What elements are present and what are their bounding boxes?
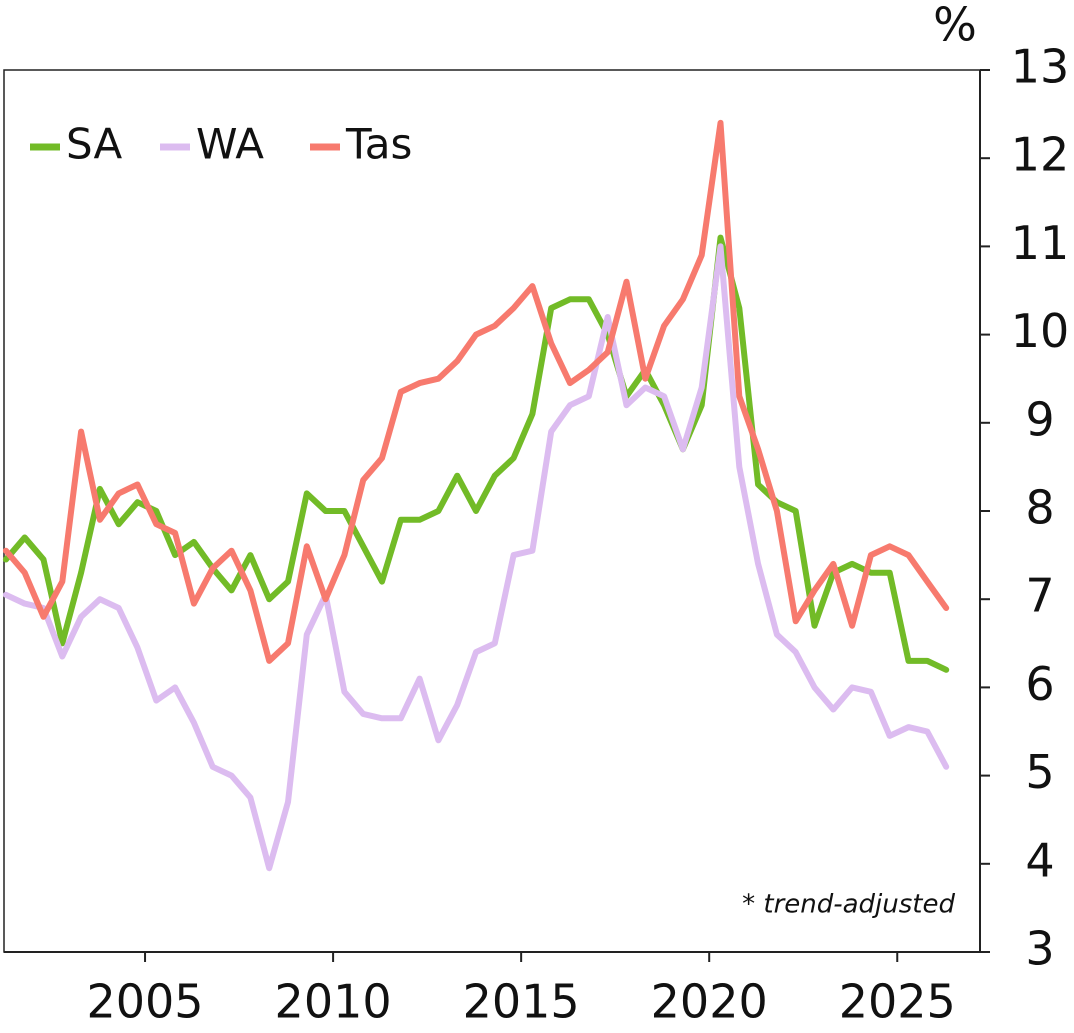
y-tick-label: 13	[1011, 40, 1070, 94]
y-tick-label: 9	[1025, 392, 1054, 446]
y-tick-label: 8	[1025, 481, 1054, 535]
y-tick-label: 7	[1025, 569, 1054, 623]
legend-label: Tas	[345, 120, 412, 169]
x-tick-label: 2025	[839, 975, 956, 1029]
y-axis-unit: %	[933, 0, 977, 52]
legend-label: SA	[66, 120, 122, 169]
x-tick-label: 2010	[275, 975, 392, 1029]
y-tick-label: 12	[1011, 128, 1070, 182]
y-tick-label: 5	[1025, 745, 1054, 799]
x-tick-label: 2015	[463, 975, 580, 1029]
y-tick-label: 3	[1025, 922, 1054, 976]
x-tick-label: 2005	[87, 975, 204, 1029]
x-tick-label: 2020	[651, 975, 768, 1029]
y-tick-label: 10	[1011, 304, 1070, 358]
y-tick-label: 11	[1011, 216, 1070, 270]
y-tick-label: 6	[1025, 657, 1054, 711]
y-tick-label: 4	[1025, 833, 1054, 887]
legend-label: WA	[196, 120, 264, 169]
series-line	[2, 119, 950, 664]
series-line	[2, 243, 950, 872]
annotation: * trend-adjusted	[742, 890, 955, 920]
